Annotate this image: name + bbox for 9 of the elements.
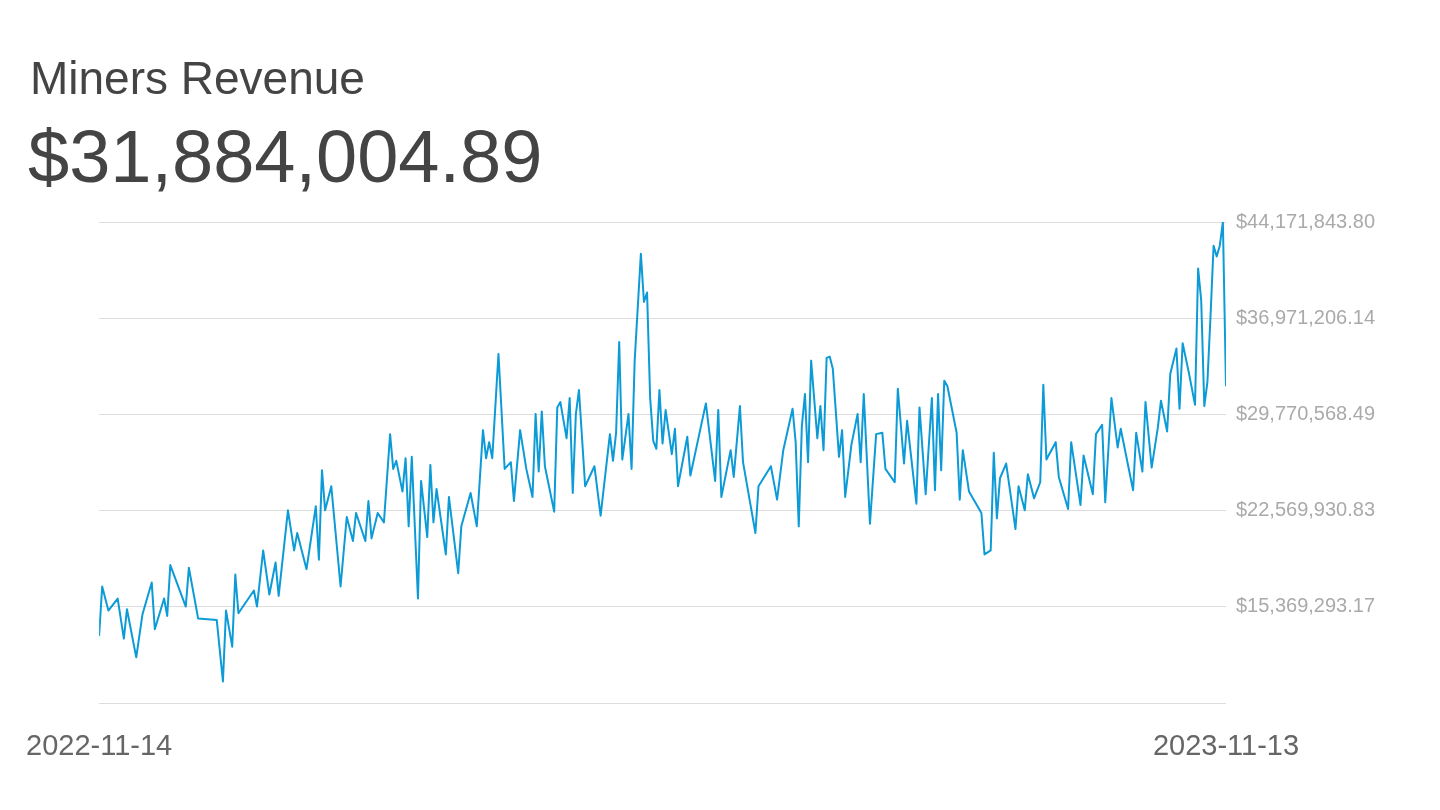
x-tick-label: 2022-11-14	[25, 728, 173, 761]
chart-title: Miners Revenue	[30, 51, 365, 106]
y-tick-label: $22,569,930.83	[1235, 498, 1376, 521]
chart-subtitle: $31,884,004.89	[28, 114, 543, 200]
y-tick-label: $29,770,568.49	[1235, 402, 1376, 424]
y-tick-label: $36,971,206.14	[1235, 305, 1376, 328]
x-tick-label: 2023-11-13	[1152, 728, 1300, 761]
y-tick-label: $44,171,843.80	[1235, 209, 1376, 232]
y-tick-label: $15,369,293.17	[1235, 594, 1376, 617]
